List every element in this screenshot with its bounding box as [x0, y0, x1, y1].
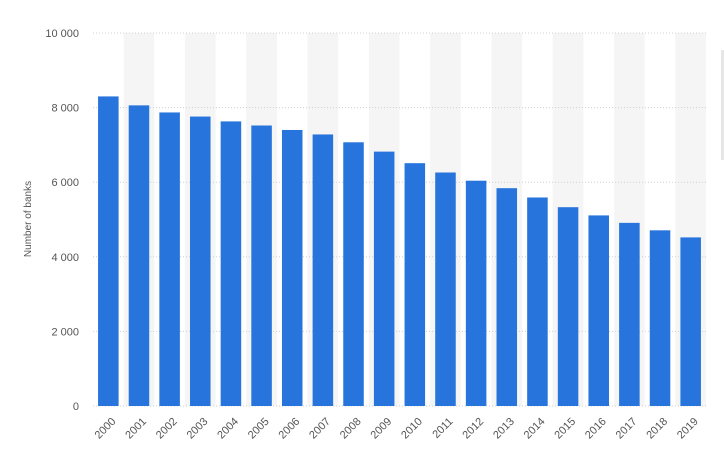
bar-2006	[281, 129, 303, 407]
bar-2000	[98, 96, 119, 406]
x-tick-label: 2007	[307, 416, 333, 442]
x-axis-ticks: 2000 2001 2002 2003 2004 2005 2006 2007 2008 2009…	[93, 416, 701, 442]
x-tick-label: 2009	[368, 416, 394, 442]
x-tick-label: 2019	[675, 416, 701, 442]
x-tick-label: 2000	[93, 416, 119, 442]
x-tick-label: 2005	[246, 416, 272, 442]
y-tick-label: 4 000	[51, 252, 79, 264]
y-tick-label: 10 000	[45, 28, 79, 40]
x-tick-label: 2008	[338, 416, 364, 442]
bar-2008	[343, 142, 364, 406]
x-tick-label: 2018	[644, 416, 670, 442]
x-tick-label: 2012	[460, 416, 486, 442]
bar-2007	[312, 134, 334, 406]
bar-2014	[527, 197, 548, 406]
bar-2017	[619, 222, 640, 406]
y-tick-label: 6 000	[51, 177, 79, 189]
y-axis-ticks: 0 2 000 4 000 6 000 8 000 10 000	[45, 28, 79, 413]
x-tick-label: 2013	[491, 416, 517, 442]
x-tick-label: 2003	[185, 416, 211, 442]
x-tick-label: 2004	[215, 416, 241, 442]
x-tick-label: 2006	[277, 416, 303, 442]
y-tick-label: 8 000	[51, 103, 79, 115]
bar-2019	[680, 237, 701, 406]
x-tick-label: 2010	[399, 416, 425, 442]
bar-2001	[128, 105, 150, 406]
y-tick-label: 2 000	[51, 326, 79, 338]
x-tick-label: 2011	[430, 416, 455, 441]
y-axis-title: Number of banks	[23, 181, 34, 257]
x-tick-label: 2016	[583, 416, 609, 442]
y-tick-label: 0	[73, 401, 79, 413]
x-tick-label: 2014	[522, 416, 548, 442]
bar-2018	[649, 230, 671, 406]
bar-2010	[404, 163, 426, 406]
edge-strip	[721, 50, 724, 160]
x-tick-label: 2017	[614, 416, 640, 442]
x-tick-label: 2015	[552, 416, 578, 442]
bar-2003	[190, 116, 211, 406]
bar-2011	[435, 172, 456, 406]
bar-2013	[496, 188, 518, 406]
bar-2004	[220, 121, 242, 406]
bar-2009	[373, 151, 395, 406]
bars	[98, 96, 701, 407]
bar-2016	[588, 215, 609, 406]
x-tick-label: 2002	[154, 416, 180, 442]
x-tick-label: 2001	[123, 416, 149, 442]
bar-2005	[251, 125, 272, 406]
bar-2002	[159, 112, 180, 406]
bar-2012	[465, 180, 487, 406]
bar-2015	[557, 207, 579, 406]
